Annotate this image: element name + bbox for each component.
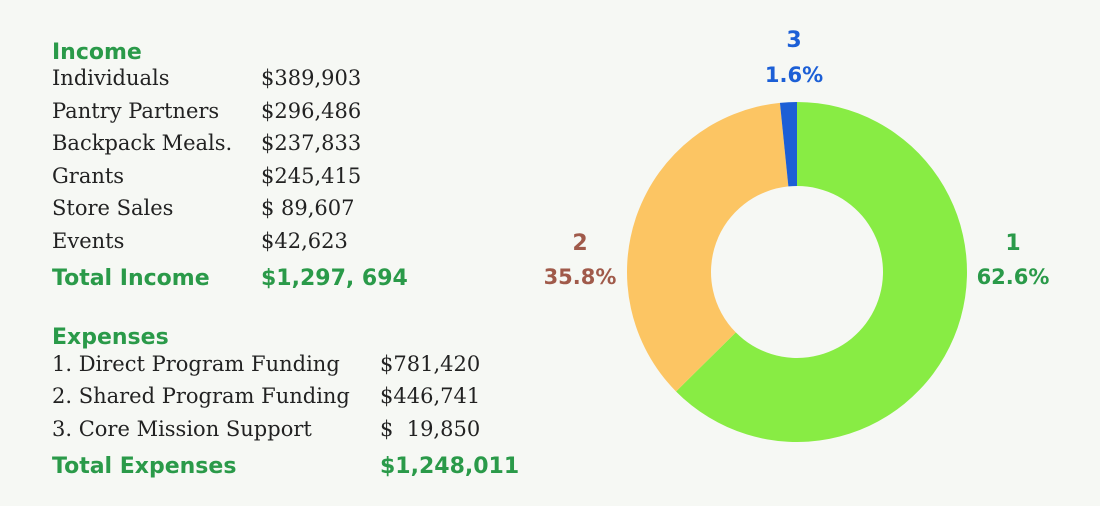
slice-category-label: 2 — [572, 231, 587, 256]
income-value: $296,486 — [261, 99, 362, 123]
slice-percent-label: 35.8% — [544, 265, 617, 289]
expenses-donut-chart: 1 62.6% 2 35.8% 3 1.6% — [544, 28, 1050, 442]
expense-value: $446,741 — [380, 384, 481, 408]
total-income-value: $1,297, 694 — [261, 266, 408, 291]
income-title: Income — [52, 40, 142, 65]
income-label: Store Sales — [52, 196, 174, 220]
slice-category-label: 3 — [786, 28, 801, 53]
income-label: Individuals — [52, 66, 170, 90]
expense-label: 2. Shared Program Funding — [52, 384, 350, 408]
income-value: $ 89,607 — [261, 196, 355, 220]
donut-slice-2 — [627, 102, 789, 392]
total-expenses-label: Total Expenses — [52, 454, 237, 479]
income-label: Backpack Meals. — [52, 131, 233, 155]
slice-percent-label: 1.6% — [765, 63, 823, 87]
slice-percent-label: 62.6% — [977, 265, 1050, 289]
slice-category-label: 1 — [1005, 231, 1020, 256]
income-label: Events — [52, 229, 125, 253]
expenses-title: Expenses — [52, 325, 169, 350]
income-value: $42,623 — [261, 229, 348, 253]
expense-label: 1. Direct Program Funding — [52, 352, 340, 376]
donut-slice-1 — [676, 102, 967, 442]
income-value: $237,833 — [261, 131, 362, 155]
expense-label: 3. Core Mission Support — [52, 417, 312, 441]
total-expenses-value: $1,248,011 — [380, 454, 520, 479]
income-label: Pantry Partners — [52, 99, 220, 123]
income-label: Grants — [52, 164, 125, 188]
income-value: $245,415 — [261, 164, 362, 188]
income-value: $389,903 — [261, 66, 362, 90]
donut-slice-3 — [779, 102, 797, 187]
expense-value: $781,420 — [380, 352, 481, 376]
total-income-label: Total Income — [52, 266, 210, 291]
expense-value: $ 19,850 — [380, 417, 481, 441]
